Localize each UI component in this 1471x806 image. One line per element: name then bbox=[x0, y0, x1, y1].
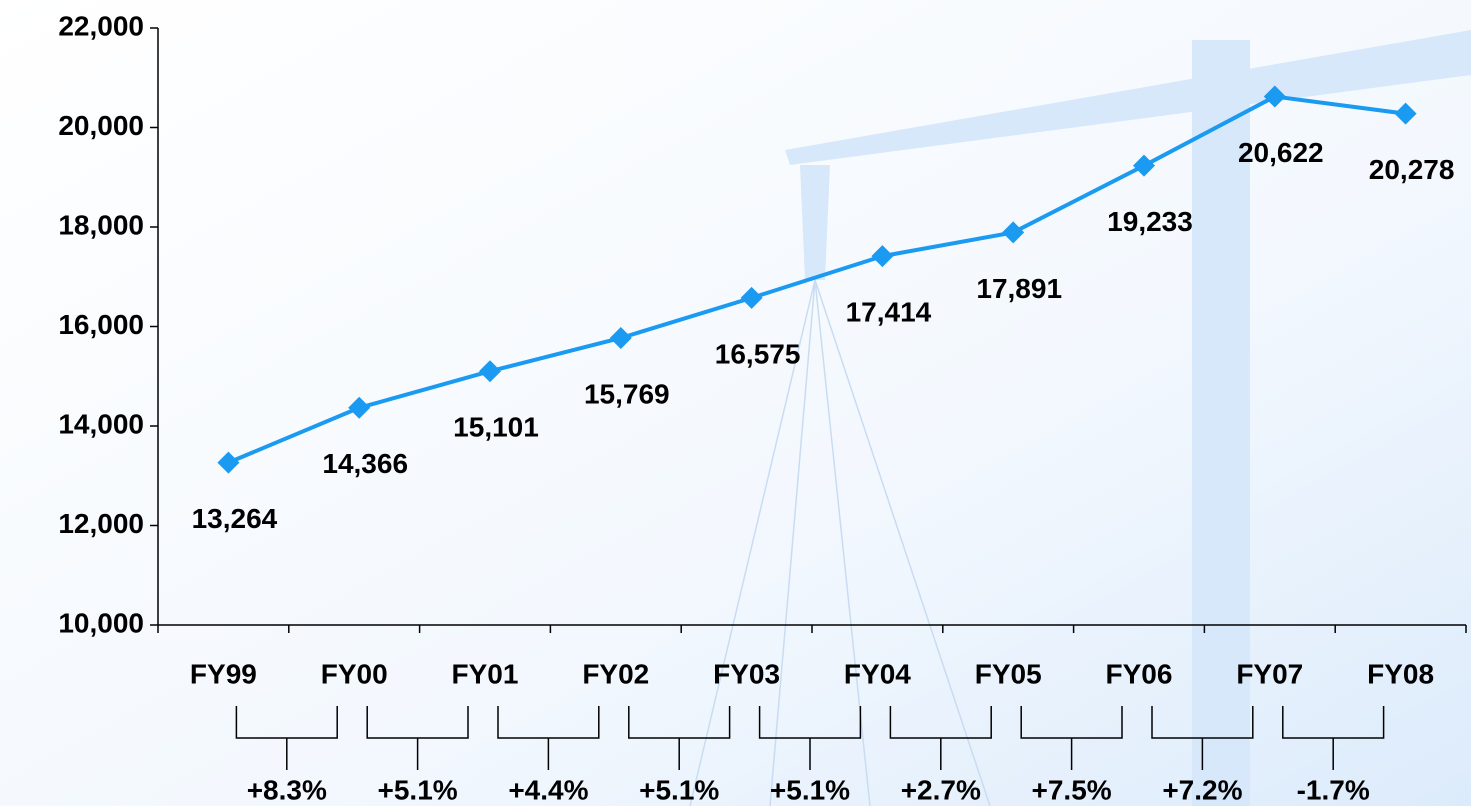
growth-bracket bbox=[235, 706, 338, 770]
marker bbox=[1133, 154, 1155, 177]
data-label: 14,366 bbox=[322, 448, 408, 479]
y-tick-label: 10,000 bbox=[58, 607, 144, 638]
data-label: 16,575 bbox=[715, 338, 801, 369]
growth-label: +8.3% bbox=[247, 774, 327, 805]
growth-bracket bbox=[1020, 706, 1123, 770]
growth-label: +5.1% bbox=[378, 774, 458, 805]
marker bbox=[479, 360, 501, 383]
growth-label: +7.2% bbox=[1162, 774, 1242, 805]
x-tick-label: FY06 bbox=[1106, 658, 1173, 689]
x-tick-label: FY08 bbox=[1367, 658, 1434, 689]
y-tick-label: 18,000 bbox=[58, 209, 144, 240]
marker bbox=[1394, 102, 1417, 125]
x-tick-label: FY99 bbox=[190, 658, 257, 689]
data-label: 17,414 bbox=[846, 297, 932, 328]
growth-label: -1.7% bbox=[1297, 774, 1370, 805]
y-tick-label: 14,000 bbox=[58, 408, 144, 439]
x-tick-label: FY03 bbox=[713, 658, 780, 689]
data-label: 15,101 bbox=[453, 412, 539, 443]
marker bbox=[1002, 221, 1025, 244]
x-tick-label: FY04 bbox=[844, 658, 911, 689]
marker bbox=[871, 245, 894, 268]
marker bbox=[609, 326, 632, 349]
growth-bracket bbox=[628, 706, 731, 770]
marker bbox=[1263, 85, 1286, 108]
growth-bracket bbox=[497, 706, 600, 770]
data-label: 19,233 bbox=[1107, 206, 1193, 237]
data-label: 20,278 bbox=[1369, 154, 1455, 185]
marker bbox=[217, 451, 240, 474]
growth-bracket bbox=[889, 706, 992, 770]
growth-bracket bbox=[1282, 706, 1385, 770]
data-label: 13,264 bbox=[192, 503, 278, 534]
crane-decoration bbox=[785, 30, 1471, 806]
x-tick-label: FY05 bbox=[975, 658, 1042, 689]
data-label: 15,769 bbox=[584, 378, 670, 409]
growth-label: +5.1% bbox=[770, 774, 850, 805]
x-tick-label: FY01 bbox=[452, 658, 519, 689]
y-tick-label: 22,000 bbox=[58, 10, 144, 41]
series-line bbox=[227, 94, 1406, 465]
y-tick-label: 16,000 bbox=[58, 309, 144, 340]
growth-label: +2.7% bbox=[901, 774, 981, 805]
x-tick-label: FY07 bbox=[1236, 658, 1303, 689]
growth-label: +7.5% bbox=[1032, 774, 1112, 805]
x-tick-label: FY00 bbox=[321, 658, 388, 689]
x-tick-label: FY02 bbox=[582, 658, 649, 689]
growth-bracket bbox=[758, 706, 862, 770]
data-label: 17,891 bbox=[976, 273, 1062, 304]
growth-bracket bbox=[1151, 706, 1254, 770]
growth-bracket bbox=[366, 706, 469, 770]
data-label: 20,622 bbox=[1238, 137, 1324, 168]
growth-label: +4.4% bbox=[508, 774, 588, 805]
marker bbox=[348, 396, 371, 419]
y-tick-label: 12,000 bbox=[58, 508, 144, 539]
marker bbox=[740, 286, 763, 309]
y-tick-label: 20,000 bbox=[58, 110, 144, 141]
growth-label: +5.1% bbox=[639, 774, 719, 805]
